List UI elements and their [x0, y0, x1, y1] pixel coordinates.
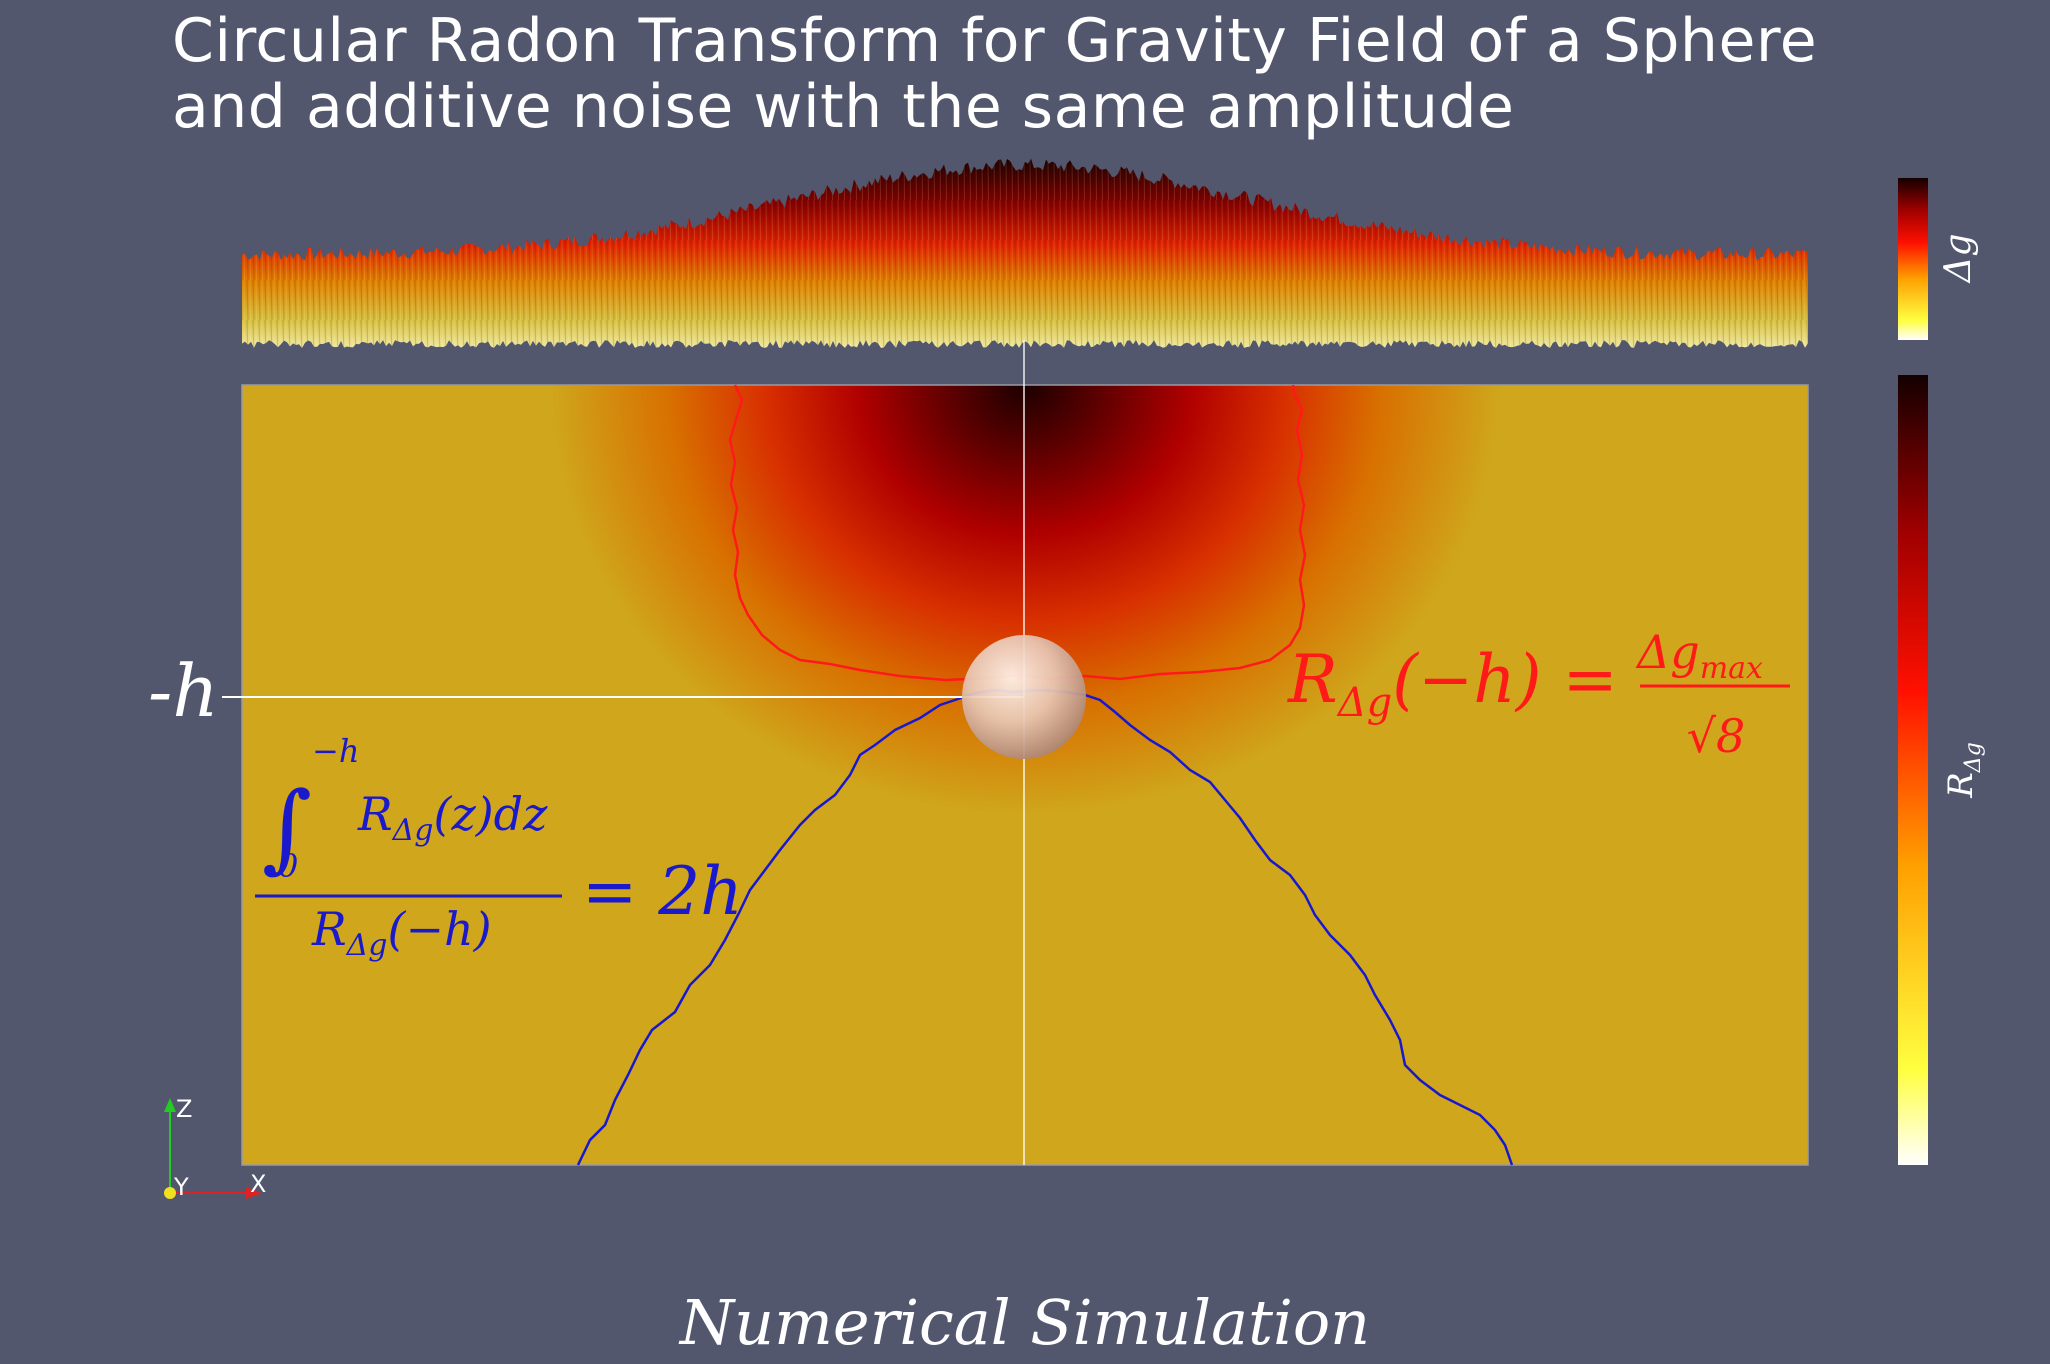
formula-blue-integral-sign: ∫ [262, 771, 312, 883]
formula-blue-int-upper: −h [312, 732, 359, 770]
formula-red: RΔg(−h) = Δgmax √8 [1287, 625, 1790, 763]
colorbar-top-label: Δg [1938, 233, 1979, 284]
title-line-1: Circular Radon Transform for Gravity Fie… [172, 6, 1818, 76]
formula-blue-den-sub: Δg [346, 928, 388, 963]
x-axis-label: X [250, 1170, 266, 1198]
formula-red-num-sub: max [1700, 651, 1763, 686]
axes-triad: Z Y X [164, 1095, 266, 1201]
svg-text:RΔg(z)dz: RΔg(z)dz [357, 787, 548, 848]
formula-blue-integrand: R [357, 787, 393, 841]
formula-blue-integrand-arg: (z)dz [434, 787, 549, 841]
svg-text:RΔg(−h): RΔg(−h) [311, 902, 492, 963]
figure-caption: Numerical Simulation [679, 1286, 1371, 1359]
z-axis-label: Z [176, 1095, 192, 1123]
svg-text:RΔg: RΔg [1941, 742, 1986, 799]
formula-blue-den-base: R [311, 902, 347, 956]
title-line-2: and additive noise with the same amplitu… [172, 72, 1515, 142]
z-axis-arrow [164, 1098, 176, 1112]
formula-red-arg: (−h) = [1392, 641, 1618, 718]
field-anomaly [242, 385, 1808, 1165]
radon-field-plot [222, 340, 1809, 1166]
colorbar-bottom-label: RΔg [1941, 742, 1986, 799]
formula-blue-integrand-sub: Δg [392, 813, 434, 848]
colorbar-bottom: RΔg [1898, 375, 1986, 1165]
colorbar-bottom-label-base: R [1941, 772, 1981, 799]
formula-blue-den-arg: (−h) [388, 902, 492, 956]
formula-red-den: √8 [1687, 709, 1746, 763]
svg-text:Δgmax: Δgmax [1635, 625, 1763, 686]
formula-red-base: R [1287, 641, 1338, 718]
figure-title: Circular Radon Transform for Gravity Fie… [172, 8, 1817, 140]
colorbar-bottom-bar [1898, 375, 1928, 1165]
y-axis-dot [164, 1187, 176, 1199]
sphere [962, 635, 1086, 759]
gravity-surface-plot [242, 158, 1808, 348]
colorbar-top-bar [1898, 178, 1928, 340]
formula-blue: ∫ −h 0 RΔg(z)dz RΔg(−h) = 2h [255, 732, 743, 963]
formula-red-num: Δg [1635, 625, 1700, 679]
formula-red-sub: Δg [1336, 680, 1393, 726]
x-axis-arrow [246, 1187, 262, 1199]
colorbar-top: Δg [1898, 178, 1979, 340]
gravity-surface-noise [242, 158, 1808, 348]
svg-text:RΔg(−h) =: RΔg(−h) = [1287, 641, 1618, 726]
formula-blue-int-lower: 0 [278, 847, 298, 885]
field-frame [241, 384, 1809, 1166]
formula-blue-rhs: = 2h [582, 853, 743, 930]
colorbar-bottom-label-sub: Δg [1961, 742, 1986, 773]
y-axis-label: Y [173, 1173, 189, 1201]
depth-label: -h [148, 649, 219, 733]
